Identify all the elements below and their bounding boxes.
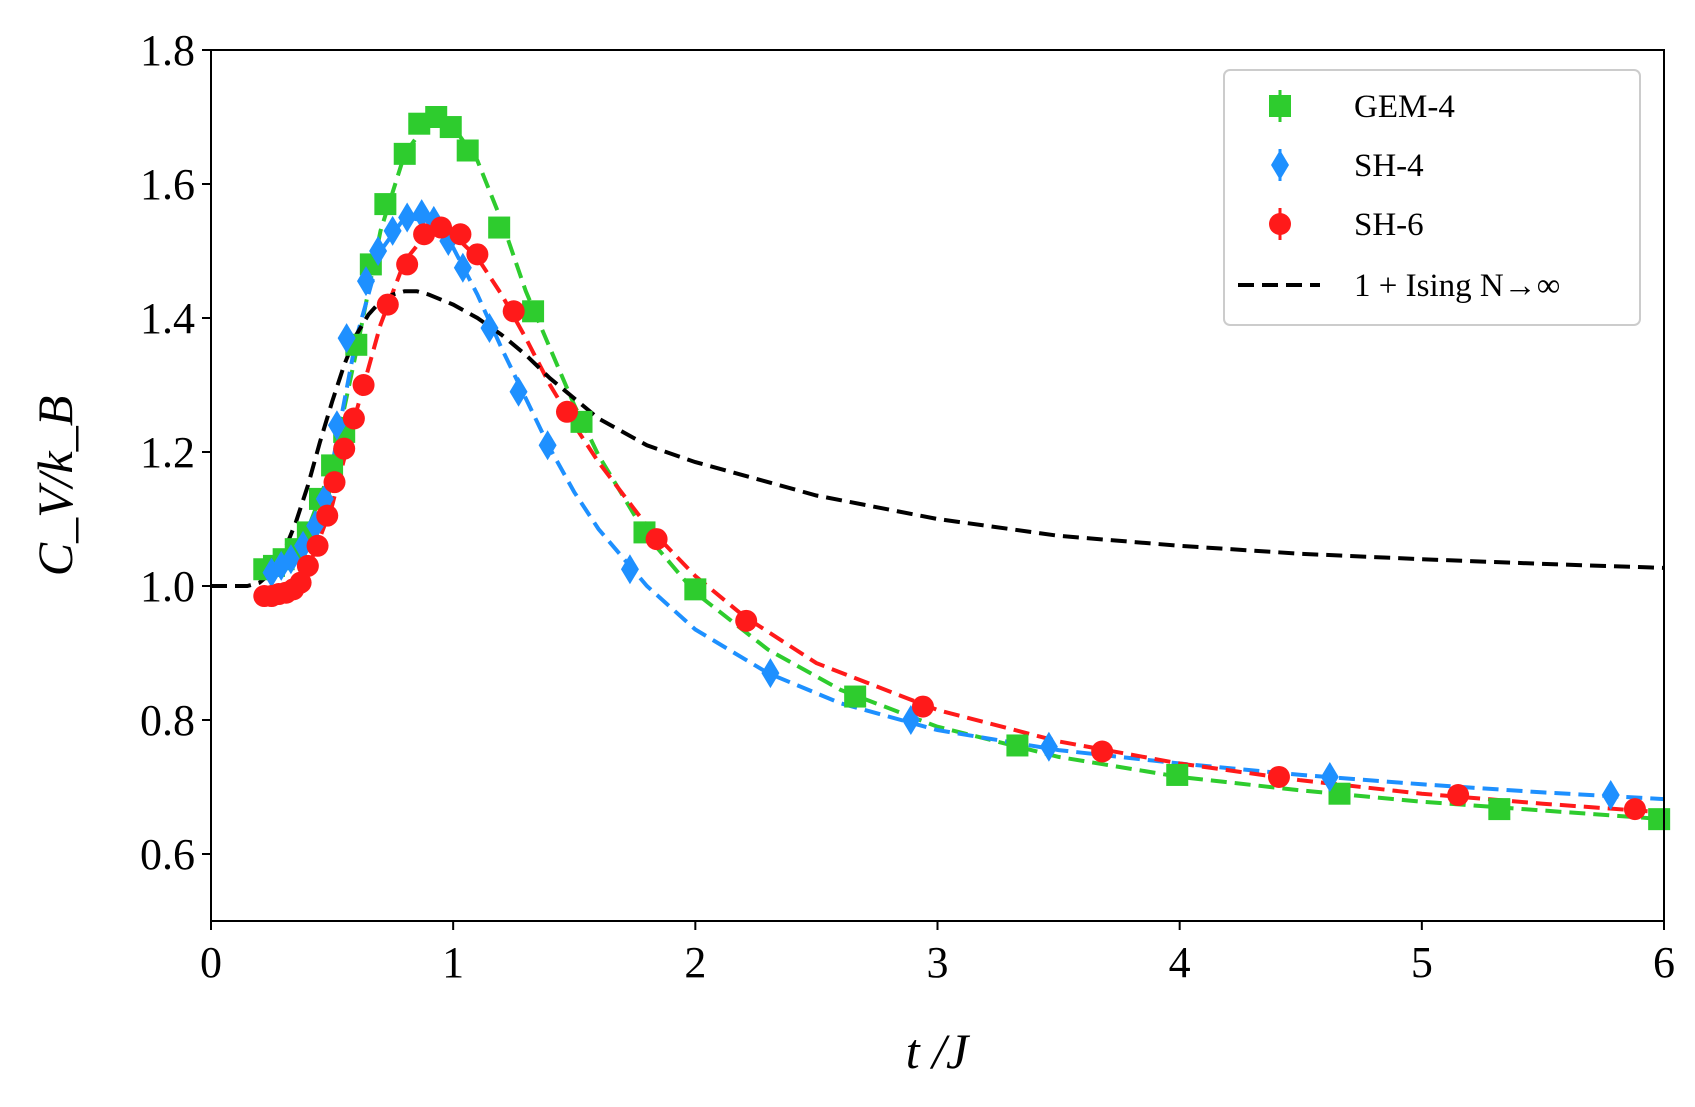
legend-marker [1269,95,1291,117]
sh-4-point [538,430,557,461]
y-tick-label: 1.4 [140,294,195,343]
gem-4-point [374,193,397,216]
y-axis-label: C_V/k_B [27,396,83,577]
legend-entry: 1 + Ising N→∞ [1238,268,1560,304]
x-axis-ticks: 0 1 2 3 4 5 6 [200,921,1675,987]
x-axis-label: t /J [906,1023,971,1079]
sh-6-point [413,223,436,246]
gem-4-point [1006,734,1029,757]
gem-4-point [844,685,867,708]
gem-4-point [393,142,416,165]
gem-4-point [456,139,479,162]
sh-6-point [333,437,356,460]
gem-4-point [684,578,707,601]
legend-entry: SH-4 [1271,148,1424,184]
y-tick-label: 1.6 [140,160,195,209]
sh-6-point [502,300,525,323]
x-tick-label: 1 [442,938,464,987]
sh-4-point [480,313,499,344]
x-tick-label: 5 [1411,938,1433,987]
sh-6-point [430,216,453,239]
sh-4-point [383,215,402,246]
sh-6-point [1267,765,1290,788]
sh-4-point [294,530,313,561]
sh-6-point [1091,740,1114,763]
sh-6-point [449,223,472,246]
sh-6-point [735,609,758,632]
gem-4-point [1488,798,1511,821]
sh-4-point [398,202,417,233]
sh-6-point [555,400,578,423]
legend-box [1223,69,1641,326]
legend-label: 1 + Ising N→∞ [1354,268,1560,304]
sh-4-point [509,376,528,407]
sh-4-point [281,544,300,575]
x-tick-label: 6 [1653,938,1675,987]
legend: GEM-4 SH-4 SH-6 1 + Ising N→∞ [1223,69,1641,326]
y-axis-ticks: 0.6 0.8 1.0 1.2 1.4 1.6 1.8 [140,26,211,879]
sh-6-point [466,243,489,266]
y-tick-label: 1.8 [140,26,195,75]
sh-4-point [356,266,375,297]
legend-label: SH-6 [1354,207,1424,243]
sh-4-point [1320,761,1339,792]
gem-4-point [321,454,344,477]
gem-4-point [1166,763,1189,786]
sh-4-point [1039,731,1058,762]
x-tick-label: 4 [1169,938,1191,987]
gem-4-point [488,216,511,239]
x-tick-label: 0 [200,938,222,987]
sh-6-point [316,504,339,527]
sh-6-point [289,571,312,594]
x-tick-label: 3 [927,938,949,987]
sh-6-point [396,253,419,276]
legend-marker [1269,213,1291,235]
gem-4-point [1328,782,1351,805]
gem-4-point [408,112,431,135]
1-ising-n-curve [211,289,1665,588]
sh-6-point [306,534,329,557]
legend-label: GEM-4 [1354,89,1455,125]
y-tick-label: 0.8 [140,696,195,745]
sh-6-point [376,293,399,316]
legend-marker [1271,150,1289,180]
sh-4-point [453,252,472,283]
sh-4-point [337,323,356,354]
sh-6-point [911,695,934,718]
y-tick-label: 1.2 [140,428,195,477]
sh-6-point [1447,784,1470,807]
y-tick-label: 1.0 [140,562,195,611]
sh-4-point [761,658,780,689]
legend-entries: GEM-4 SH-4 SH-6 1 + Ising N→∞ [1238,89,1560,304]
gem-4-point [1648,808,1671,831]
legend-entry: GEM-4 [1269,89,1455,125]
gem-4-point [522,300,545,323]
legend-entry: SH-6 [1269,207,1424,243]
sh-6-point [645,528,668,551]
sh-6-point [352,374,375,396]
sh-4-point [369,236,388,266]
sh-4-point [1601,780,1620,811]
sh-6-point [323,471,346,494]
x-tick-label: 2 [684,938,706,987]
legend-label: SH-4 [1354,148,1424,184]
gem-4-point [439,116,462,139]
sh-4-point [620,554,639,585]
sh-6-point [296,554,319,577]
sh-6-point [1623,798,1646,821]
sh-6-point [342,407,365,430]
y-tick-label: 0.6 [140,830,195,879]
sh-4-point [327,410,346,441]
data-points [253,106,1671,831]
